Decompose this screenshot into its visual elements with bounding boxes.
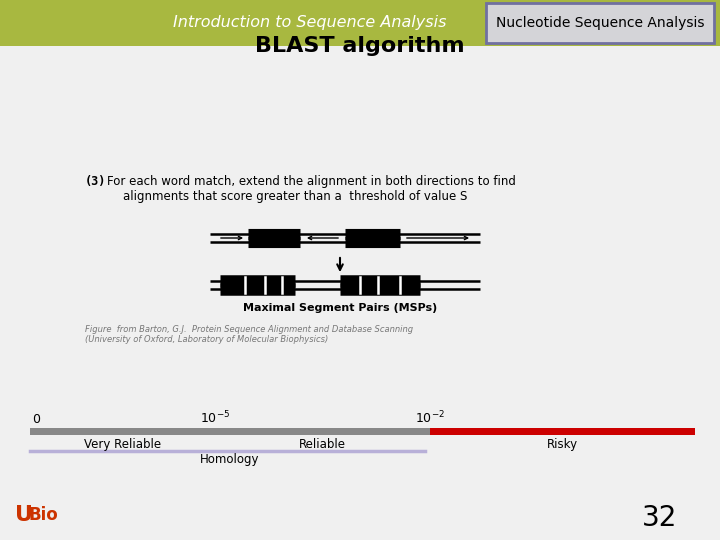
Text: alignments that score greater than a  threshold of value S: alignments that score greater than a thr… (123, 190, 467, 203)
Text: Nucleotide Sequence Analysis: Nucleotide Sequence Analysis (496, 16, 704, 30)
Bar (0, 0, 720, 46)
Text: 0: 0 (32, 413, 40, 426)
Text: BLAST algorithm: BLAST algorithm (255, 36, 465, 56)
Text: U: U (15, 505, 33, 525)
Bar (30, 428, 430, 435)
Text: Bio: Bio (29, 506, 59, 524)
Text: 32: 32 (642, 504, 678, 532)
Text: $10^{-5}$: $10^{-5}$ (200, 409, 230, 426)
Text: (University of Oxford, Laboratory of Molecular Biophysics): (University of Oxford, Laboratory of Mol… (85, 335, 328, 344)
Text: Reliable: Reliable (299, 438, 346, 451)
Bar (430, 428, 695, 435)
Text: For each word match, extend the alignment in both directions to find: For each word match, extend the alignmen… (107, 175, 516, 188)
Text: Figure  from Barton, G.J.  Protein Sequence Alignment and Database Scanning: Figure from Barton, G.J. Protein Sequenc… (85, 325, 413, 334)
Text: Homology: Homology (200, 453, 260, 466)
Text: Risky: Risky (547, 438, 578, 451)
Text: $10^{-2}$: $10^{-2}$ (415, 409, 445, 426)
Text: Introduction to Sequence Analysis: Introduction to Sequence Analysis (174, 16, 446, 30)
Text: (3): (3) (85, 175, 107, 188)
Text: Very Reliable: Very Reliable (84, 438, 161, 451)
Bar (486, 3, 714, 43)
Text: Maximal Segment Pairs (MSPs): Maximal Segment Pairs (MSPs) (243, 303, 437, 313)
